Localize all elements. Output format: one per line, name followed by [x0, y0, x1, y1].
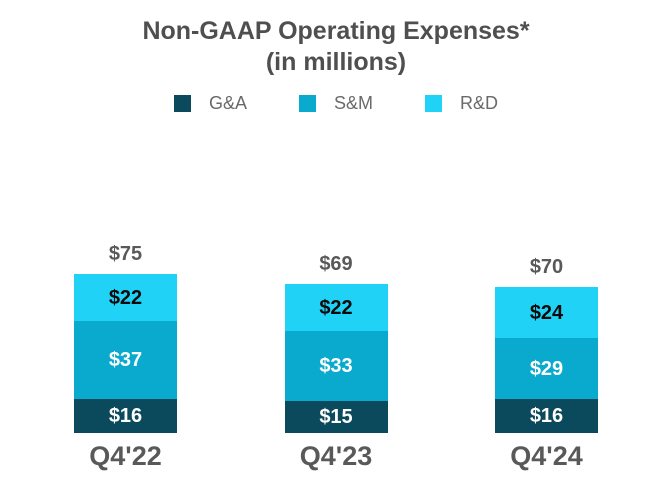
legend-swatch-g-a: [173, 95, 191, 112]
legend-label-g-a: G&A: [208, 93, 247, 113]
bar-total-label-q4-23: $69: [319, 253, 353, 275]
segment-g-a-q4-23: $15: [284, 401, 388, 433]
category-label-q4-24: Q4'24: [510, 441, 583, 471]
category-label-q4-23: Q4'23: [299, 441, 373, 471]
bar-total-label-q4-24: $70: [529, 256, 564, 278]
segment-s-m-q4-23: $33: [284, 331, 388, 401]
legend-item-s-m: S&M: [298, 93, 373, 114]
segment-r-d-q4-22: $22: [74, 274, 177, 321]
legend-label-r-d: R&D: [460, 93, 499, 113]
bar-q4-23: $69 $22 $33 $15: [284, 253, 388, 433]
legend-swatch-s-m: [298, 95, 316, 112]
segment-r-d-q4-23: $22: [284, 284, 388, 331]
bar-q4-22: $75 $22 $37 $16: [74, 243, 177, 433]
legend-item-g-a: G&A: [173, 93, 247, 114]
chart-title-line2: (in millions): [265, 47, 407, 76]
segment-r-d-q4-24: $24: [495, 287, 598, 338]
bar-stack-q4-23: $22 $33 $15: [284, 284, 388, 433]
segment-s-m-q4-22: $37: [74, 321, 177, 399]
segment-g-a-q4-22: $16: [74, 399, 177, 433]
legend-swatch-r-d: [425, 95, 442, 112]
segment-s-m-q4-24: $29: [495, 338, 598, 399]
chart-title-line1: Non-GAAP Operating Expenses*: [142, 17, 530, 45]
bar-q4-24: $70 $24 $29 $16: [495, 256, 598, 433]
category-label-q4-22: Q4'22: [89, 441, 162, 471]
legend-label-s-m: S&M: [333, 93, 373, 113]
bar-total-label-q4-22: $75: [108, 243, 143, 265]
legend: G&A S&M R&D: [0, 93, 672, 114]
bar-stack-q4-22: $22 $37 $16: [74, 274, 177, 433]
legend-item-r-d: R&D: [425, 93, 498, 114]
bar-stack-q4-24: $24 $29 $16: [495, 287, 598, 433]
chart-title: Non-GAAP Operating Expenses* (in million…: [0, 16, 672, 77]
segment-g-a-q4-24: $16: [495, 399, 598, 433]
